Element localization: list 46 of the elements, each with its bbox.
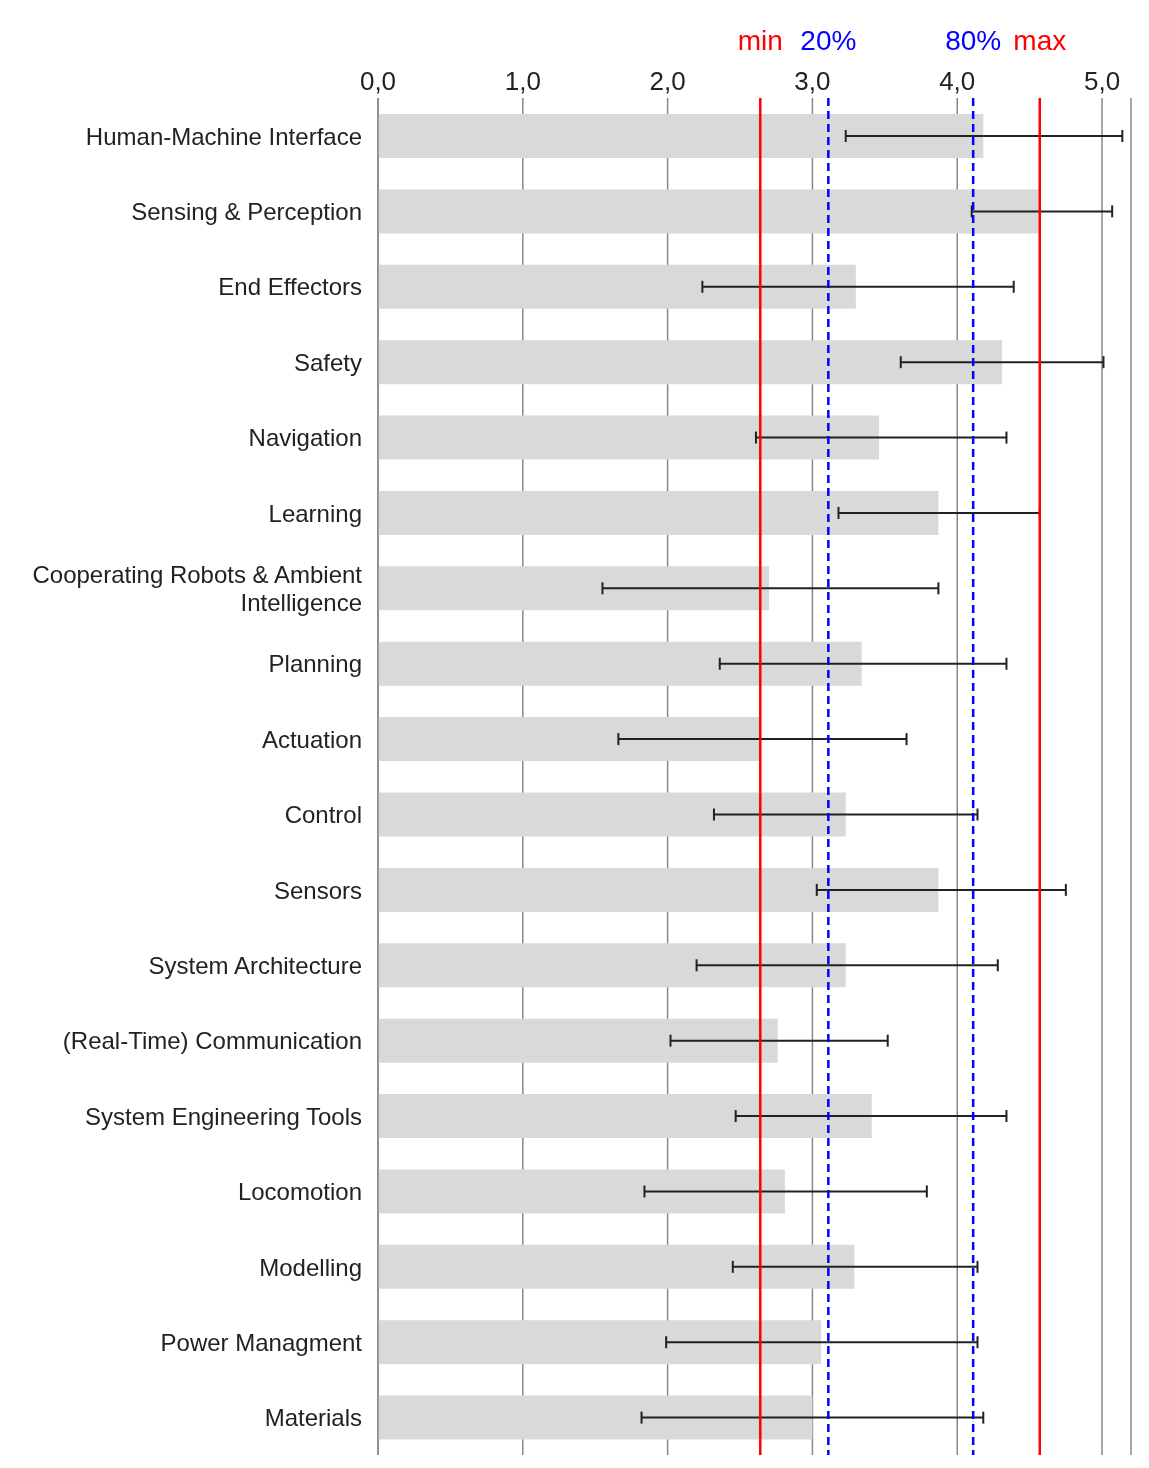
x-tick-label: 5,0 — [1083, 66, 1121, 96]
bar — [378, 114, 984, 158]
bar — [378, 867, 939, 912]
bar — [378, 264, 856, 309]
y-tick-label: Actuation — [261, 725, 362, 753]
x-tick-label: 1,0 — [504, 66, 541, 96]
x-tick-label: 3,0 — [794, 66, 831, 96]
bar — [378, 1094, 872, 1139]
y-tick-label: System Architecture — [148, 951, 362, 979]
y-tick-label: Sensing & Perception — [131, 197, 362, 225]
bar — [378, 1169, 785, 1214]
y-tick-label: Locomotion — [237, 1177, 362, 1205]
y-tick-label: Safety — [293, 348, 362, 376]
y-tick-label: Human-Machine Interface — [85, 122, 362, 150]
y-tick-label: Power Managment — [160, 1328, 363, 1356]
bar — [378, 415, 880, 460]
y-tick-label: Sensors — [273, 876, 362, 904]
y-tick-label: System Engineering Tools — [84, 1102, 362, 1130]
y-tick-label: Control — [284, 800, 362, 828]
ref-line-label: max — [1013, 25, 1067, 56]
x-tick-label: 2,0 — [649, 66, 686, 96]
x-tick-label: 4,0 — [939, 66, 976, 96]
bar — [378, 1244, 855, 1289]
ref-line-label: min — [737, 25, 783, 56]
bar — [378, 340, 1003, 385]
bar — [378, 189, 1040, 234]
bar — [378, 490, 939, 535]
y-tick-label: Cooperating Robots & Ambient Intelligence — [32, 560, 363, 616]
text: 80% — [945, 25, 1002, 56]
y-tick-label: Planning — [268, 649, 362, 677]
bar — [378, 717, 761, 762]
y-tick-label: Modelling — [259, 1253, 362, 1281]
y-tick-label: Navigation — [248, 423, 362, 451]
bar — [378, 943, 846, 988]
y-tick-label: (Real-Time) Communication — [62, 1026, 362, 1054]
text: 20% — [800, 25, 857, 56]
bar — [378, 792, 846, 837]
bar — [378, 1018, 778, 1063]
bar — [378, 641, 862, 686]
y-tick-label: End Effectors — [218, 272, 362, 300]
y-tick-label: Materials — [264, 1403, 362, 1431]
bar — [378, 566, 769, 611]
bar — [378, 1395, 813, 1440]
x-tick-label: 0,0 — [359, 66, 397, 96]
bar — [378, 1320, 822, 1365]
y-tick-label: Learning — [268, 499, 362, 527]
